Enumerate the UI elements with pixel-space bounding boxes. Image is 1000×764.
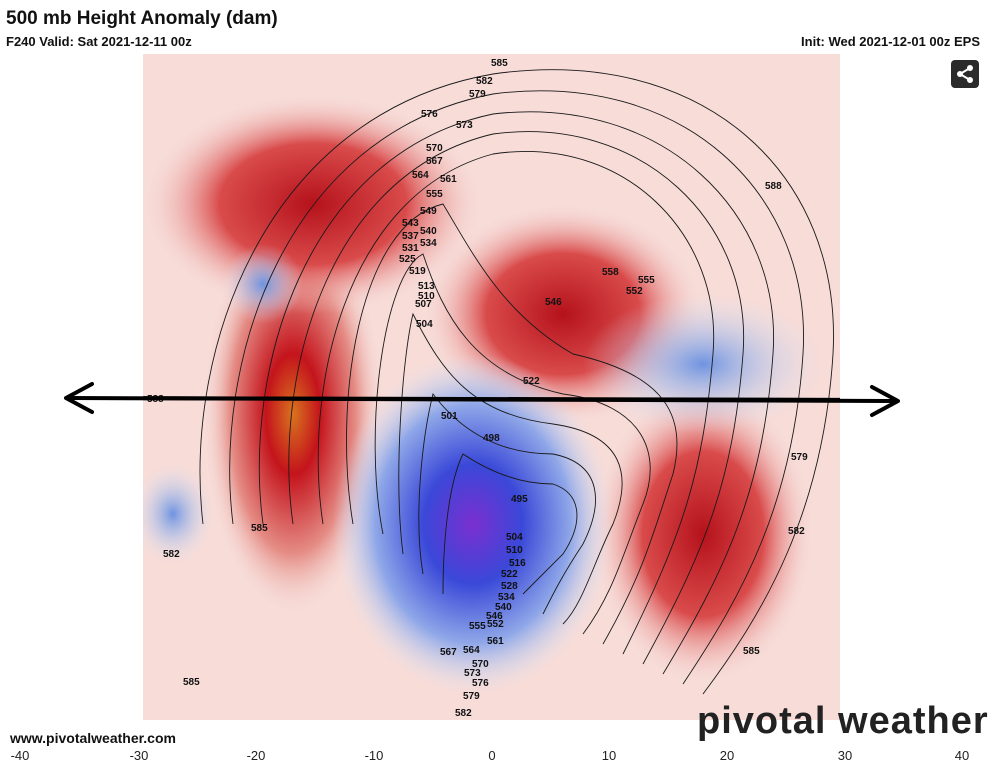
bottom-axis: -40 -30 -20 -10 0 10 20 30 40 (0, 744, 1000, 764)
arrow-left-head (64, 382, 94, 414)
axis-tick: -40 (10, 748, 30, 763)
contour-label: 555 (469, 621, 486, 632)
axis-tick: 30 (837, 748, 853, 763)
contour-label: 552 (487, 619, 504, 630)
brand-logo: pivotal weather (697, 700, 989, 742)
contour-label: 579 (469, 89, 486, 100)
contour-label: 543 (402, 218, 419, 229)
contour-label: 516 (509, 558, 526, 569)
annotation-arrow-line (143, 396, 840, 402)
contour-label: 576 (421, 109, 438, 120)
contour-label: 498 (483, 433, 500, 444)
contour-label: 588 (765, 181, 782, 192)
height-anomaly-map: 585 582 579 576 573 570 567 564 561 555 … (143, 54, 840, 720)
contour-label: 564 (463, 645, 480, 656)
contour-label: 555 (426, 189, 443, 200)
contour-label: 504 (506, 532, 523, 543)
contour-label: 564 (412, 170, 429, 181)
contour-label: 540 (420, 226, 437, 237)
contour-label: 510 (506, 545, 523, 556)
arrow-right-head (870, 385, 900, 417)
contour-label: 579 (791, 452, 808, 463)
contour-label: 582 (788, 526, 805, 537)
contour-label: 585 (183, 677, 200, 688)
contour-label: 546 (545, 297, 562, 308)
share-button[interactable] (951, 60, 979, 88)
contour-label: 531 (402, 243, 419, 254)
contour-label: 537 (402, 231, 419, 242)
map-title: 500 mb Height Anomaly (dam) (6, 8, 278, 29)
contour-label: 576 (472, 678, 489, 689)
contour-label: 534 (420, 238, 437, 249)
contour-label: 549 (420, 206, 437, 217)
contour-label: 540 (495, 602, 512, 613)
contour-label: 573 (456, 120, 473, 131)
valid-time: F240 Valid: Sat 2021-12-11 00z (6, 34, 192, 49)
init-time: Init: Wed 2021-12-01 00z EPS (801, 34, 980, 49)
contour-label: 504 (416, 319, 433, 330)
contour-label: 522 (501, 569, 518, 580)
contour-label: 573 (464, 668, 481, 679)
axis-tick: 40 (954, 748, 970, 763)
contour-label: 510 (418, 291, 435, 302)
share-icon (957, 65, 973, 83)
contour-label: 579 (463, 691, 480, 702)
axis-tick: 0 (488, 748, 496, 763)
contour-label: 513 (418, 281, 435, 292)
contour-label: 519 (409, 266, 426, 277)
contour-label: 525 (399, 254, 416, 265)
contour-label: 567 (440, 647, 457, 658)
contour-label: 570 (472, 659, 489, 670)
axis-tick: -20 (246, 748, 266, 763)
contour-label: 561 (487, 636, 504, 647)
contour-label: 507 (415, 299, 432, 310)
site-url: www.pivotalweather.com (10, 730, 176, 746)
axis-tick: 20 (719, 748, 735, 763)
height-contours (199, 69, 834, 695)
contour-label: 522 (523, 376, 540, 387)
axis-tick: -30 (129, 748, 149, 763)
contour-label: 546 (486, 611, 503, 622)
contour-label: 555 (638, 275, 655, 286)
contour-label: 552 (626, 286, 643, 297)
axis-tick: 10 (601, 748, 617, 763)
axis-tick: -10 (364, 748, 384, 763)
contour-label: 501 (441, 411, 458, 422)
contour-label: 582 (163, 549, 180, 560)
contour-label: 561 (440, 174, 457, 185)
contour-label: 585 (251, 523, 268, 534)
contour-label: 558 (602, 267, 619, 278)
contour-label: 585 (743, 646, 760, 657)
contour-label: 567 (426, 156, 443, 167)
contour-label: 528 (501, 581, 518, 592)
contour-label: 534 (498, 592, 515, 603)
contour-label: 582 (476, 76, 493, 87)
contour-label: 570 (426, 143, 443, 154)
contour-label: 582 (455, 708, 472, 719)
contour-label: 495 (511, 494, 528, 505)
contour-label: 585 (491, 58, 508, 69)
